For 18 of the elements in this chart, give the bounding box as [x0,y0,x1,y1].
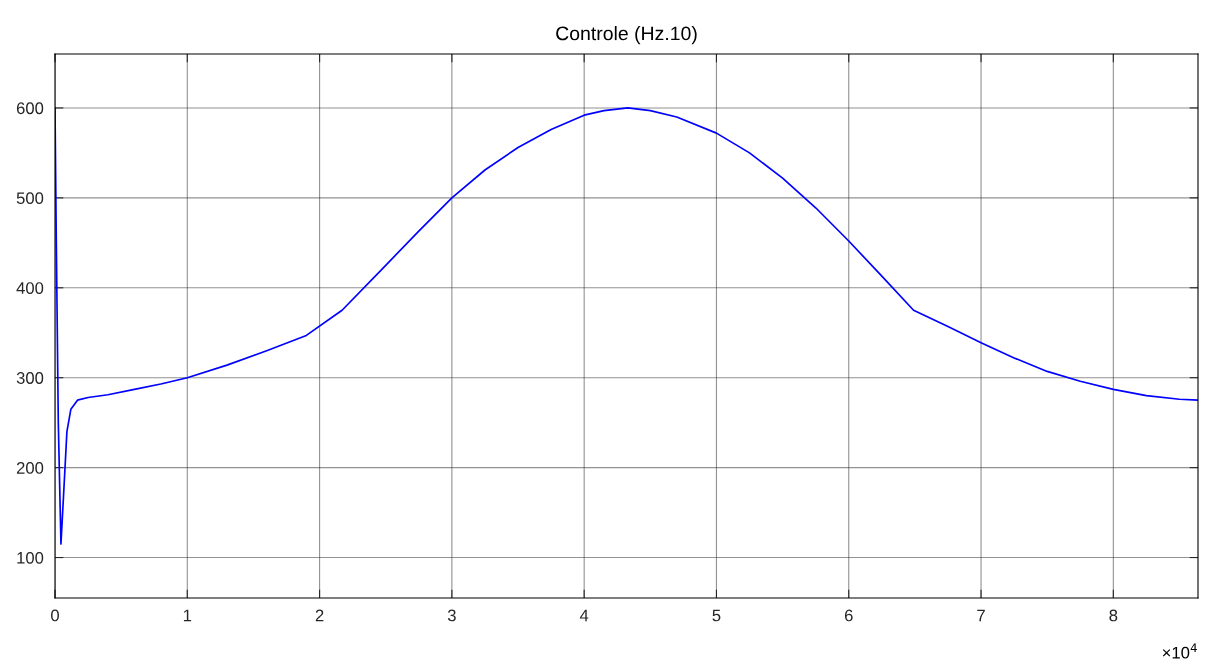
y-tick-label: 400 [16,282,44,294]
x-tick-label: 5 [712,609,721,622]
text: ×10$^{4}$ [1162,643,1197,659]
y-tick-label: 600 [16,102,44,115]
y-tick-label: 500 [16,192,44,205]
x-tick-label: 0 [51,609,59,622]
x-tick-label: 3 [447,609,456,622]
y-tick-label: 100 [17,551,44,564]
line-series [55,107,1198,545]
y-tick-label: 300 [16,372,44,384]
x-tick-label: 2 [315,609,324,622]
x-tick-label: 4 [579,609,589,622]
x-tick-label: 7 [977,609,985,622]
x-tick-label: 8 [1109,609,1118,622]
y-tick-label: 200 [16,462,44,474]
chart-title: Controle (Hz.10) [556,26,697,45]
x-tick-label: 1 [183,609,192,622]
x-tick-label: 6 [844,609,853,622]
